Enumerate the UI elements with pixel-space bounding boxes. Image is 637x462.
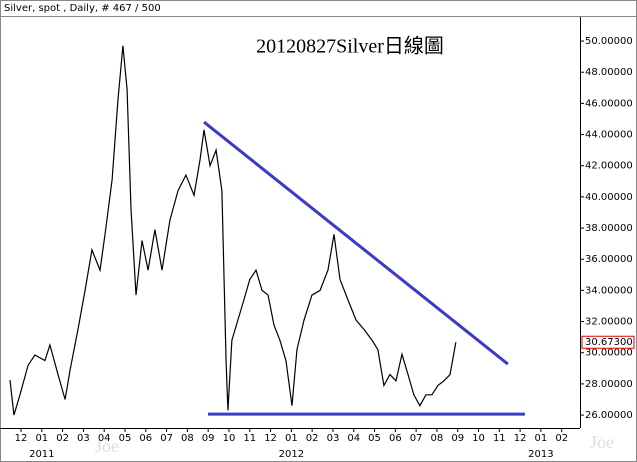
- y-tick-label: 50.00000: [585, 36, 633, 47]
- x-tick-label: 02: [306, 433, 319, 444]
- y-tick-label: 42.00000: [585, 161, 633, 172]
- x-tick-label: 07: [410, 433, 423, 444]
- x-tick-label: 05: [119, 433, 132, 444]
- x-tick-label: 03: [327, 433, 340, 444]
- x-tick-label: 01: [285, 433, 298, 444]
- x-tick-label: 02: [555, 433, 568, 444]
- y-tick-label: 30.00000: [585, 348, 633, 359]
- y-tick-label: 38.00000: [585, 223, 633, 234]
- x-tick-label: 07: [160, 433, 173, 444]
- y-tick-label: 48.00000: [585, 67, 633, 78]
- x-tick-label: 12: [514, 433, 527, 444]
- year-label: 2013: [528, 449, 553, 460]
- y-tick-label: 46.00000: [585, 98, 633, 109]
- x-tick-label: 10: [472, 433, 485, 444]
- year-label: 2012: [279, 449, 304, 460]
- y-tick-label: 44.00000: [585, 130, 633, 141]
- y-tick-label: 34.00000: [585, 285, 633, 296]
- x-tick-label: 02: [56, 433, 69, 444]
- chart-title: 20120827Silver日線圖: [256, 35, 444, 58]
- y-tick-label: 26.00000: [585, 410, 633, 421]
- x-tick-label: 04: [98, 433, 111, 444]
- x-tick-label: 08: [431, 433, 444, 444]
- x-tick-label: 06: [139, 433, 152, 444]
- x-tick-label: 12: [264, 433, 277, 444]
- watermark: Joe: [590, 432, 614, 452]
- x-tick-label: 03: [77, 433, 90, 444]
- y-tick-label: 28.00000: [585, 379, 633, 390]
- header: Silver, spot , Daily, # 467 / 500: [4, 3, 161, 14]
- y-tick-label: 36.00000: [585, 254, 633, 265]
- year-label: 2011: [29, 449, 54, 460]
- x-tick-label: 05: [368, 433, 381, 444]
- watermark: Joe: [95, 436, 119, 456]
- last-value-label: 30.67300: [585, 337, 633, 348]
- x-tick-label: 12: [15, 433, 28, 444]
- x-tick-label: 10: [223, 433, 236, 444]
- x-tick-label: 11: [493, 433, 506, 444]
- x-tick-label: 04: [347, 433, 360, 444]
- y-tick-label: 40.00000: [585, 192, 633, 203]
- trend-line: [203, 120, 509, 366]
- last-value-box: [581, 335, 635, 349]
- x-tick-label: 09: [202, 433, 215, 444]
- x-tick-label: 01: [535, 433, 548, 444]
- price-line: [9, 45, 457, 416]
- x-tick-label: 01: [35, 433, 48, 444]
- x-tick-label: 06: [389, 433, 402, 444]
- x-tick-label: 08: [181, 433, 194, 444]
- x-tick-label: 11: [243, 433, 256, 444]
- x-tick-label: 09: [451, 433, 464, 444]
- y-tick-label: 32.00000: [585, 317, 633, 328]
